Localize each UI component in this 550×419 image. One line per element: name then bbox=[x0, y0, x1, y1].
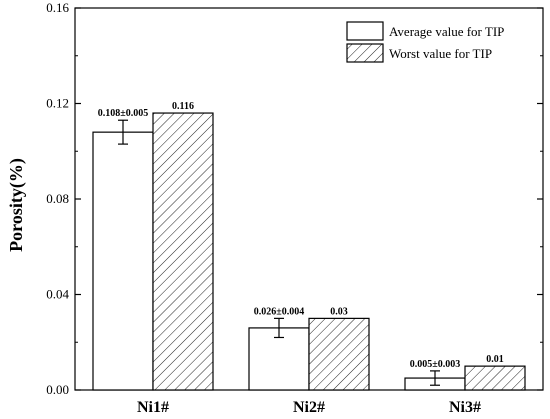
y-axis-title: Porosity(%) bbox=[6, 158, 27, 252]
legend: Average value for TIP Worst value for TIP bbox=[346, 21, 504, 63]
bar-average bbox=[248, 327, 310, 391]
data-label: 0.03 bbox=[330, 306, 348, 317]
data-label: 0.005±0.003 bbox=[410, 359, 461, 370]
bar-worst bbox=[308, 317, 370, 391]
x-category-label: Ni1# bbox=[137, 399, 169, 416]
bar-worst bbox=[152, 112, 214, 391]
y-tick-label: 0.08 bbox=[46, 191, 69, 206]
plot-area: 0.00 0.04 0.08 0.12 0.16 Ni1# 0.108±0.005 0.116… bbox=[46, 0, 544, 416]
bar-average bbox=[92, 131, 154, 391]
legend-swatch bbox=[346, 21, 384, 41]
y-tick-label: 0.12 bbox=[46, 96, 69, 111]
x-category-label: Ni2# bbox=[293, 399, 325, 416]
data-label: 0.01 bbox=[486, 354, 504, 365]
x-category-label: Ni3# bbox=[449, 399, 481, 416]
legend-label: Average value for TIP bbox=[389, 24, 504, 39]
legend-label: Worst value for TIP bbox=[389, 46, 492, 61]
y-tick-label: 0.16 bbox=[46, 0, 69, 15]
bar-worst bbox=[464, 365, 526, 391]
data-label: 0.116 bbox=[172, 101, 194, 112]
y-tick-label: 0.04 bbox=[46, 287, 69, 302]
y-tick-label: 0.00 bbox=[46, 382, 69, 397]
data-label: 0.108±0.005 bbox=[98, 108, 149, 119]
legend-swatch bbox=[346, 43, 384, 63]
data-label: 0.026±0.004 bbox=[254, 306, 305, 317]
